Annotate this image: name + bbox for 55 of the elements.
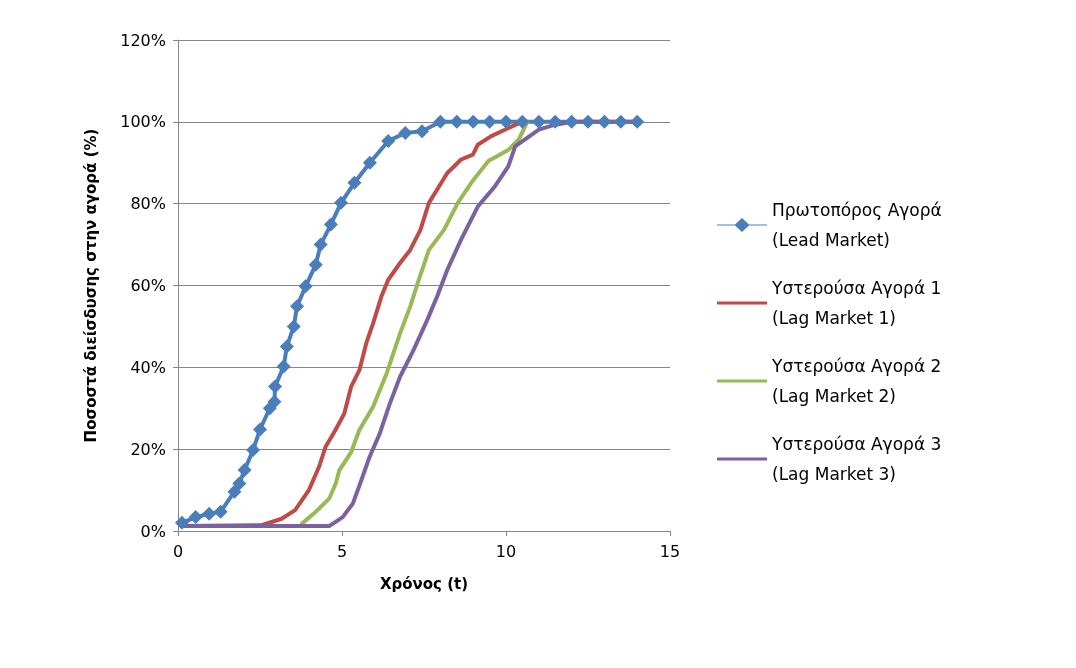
point	[415, 124, 430, 139]
point	[347, 175, 362, 190]
point	[202, 506, 217, 521]
x-tick-label: 15	[659, 541, 681, 561]
y-tick-label: 0%	[140, 521, 166, 541]
point	[276, 359, 291, 374]
point	[232, 476, 247, 491]
y-tick-label: 80%	[130, 194, 166, 214]
point	[499, 114, 513, 129]
point	[298, 279, 313, 294]
point	[531, 114, 546, 129]
point	[381, 134, 396, 149]
y-axis-title: Ποσοστά διείσδυσης στην αγορά (%)	[81, 128, 100, 443]
x-axis-title: Χρόνος (t)	[379, 574, 469, 593]
point	[466, 114, 481, 129]
x-tick-label: 0	[172, 541, 184, 561]
point	[433, 114, 448, 129]
point	[308, 257, 323, 272]
point	[548, 114, 563, 129]
x-tick-label: 10	[495, 541, 517, 561]
point	[482, 114, 497, 129]
point	[213, 504, 228, 519]
point	[630, 114, 645, 129]
y-tick-label: 120%	[120, 30, 166, 50]
legend-label: Υστερούσα Αγορά 2 (Lag Market 2)	[771, 356, 947, 406]
point	[362, 155, 377, 170]
point	[237, 463, 252, 478]
point	[449, 114, 464, 129]
point	[597, 114, 612, 129]
point	[581, 114, 595, 129]
point	[246, 442, 261, 457]
point	[279, 339, 294, 354]
point	[323, 217, 338, 232]
y-tick-label: 60%	[130, 276, 166, 295]
y-tick-label: 20%	[130, 439, 166, 459]
point	[253, 422, 267, 437]
point	[515, 114, 530, 129]
point	[174, 515, 189, 530]
point	[313, 237, 328, 252]
point	[268, 379, 283, 394]
point	[188, 510, 203, 525]
legend-label: Υστερούσα Αγορά 1 (Lag Market 1)	[771, 278, 947, 328]
point	[286, 319, 301, 334]
point	[267, 394, 282, 409]
point	[564, 114, 579, 129]
point	[334, 195, 349, 210]
legend-label: Πρωτοπόρος Αγορά (Lead Market)	[772, 200, 948, 250]
point	[290, 299, 305, 314]
y-tick-label: 40%	[130, 357, 166, 377]
point	[398, 125, 413, 140]
legend-label: Υστερούσα Αγορά 3 (Lag Market 3)	[771, 434, 947, 484]
point	[613, 114, 628, 129]
y-tick-label: 100%	[120, 112, 166, 132]
point	[227, 484, 242, 499]
x-tick-label: 5	[336, 541, 348, 561]
